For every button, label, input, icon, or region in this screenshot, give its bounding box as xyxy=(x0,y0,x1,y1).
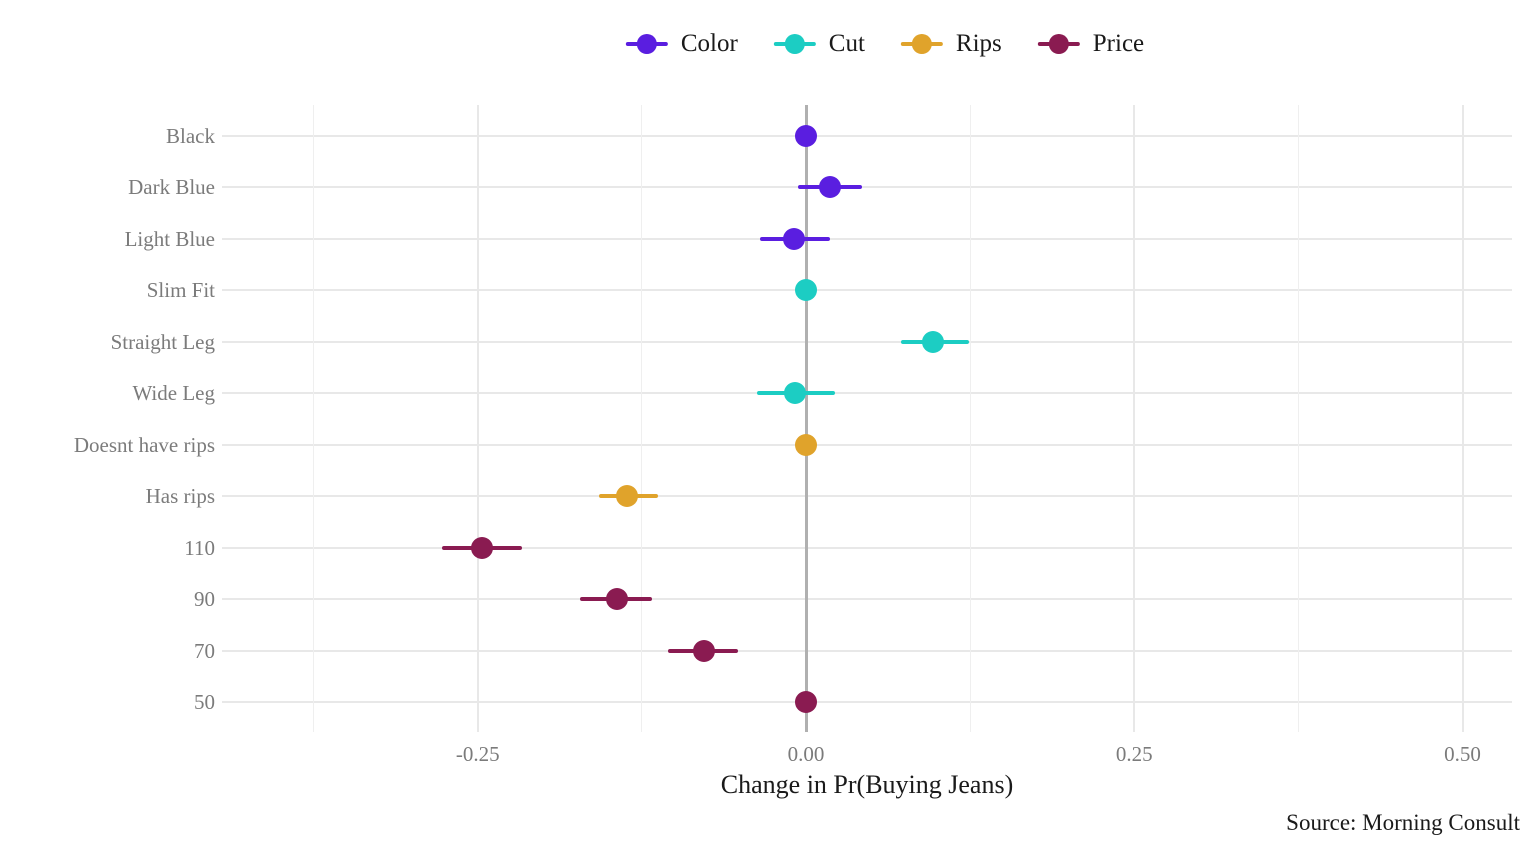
category-label: Slim Fit xyxy=(146,278,215,303)
category-label: Black xyxy=(166,124,215,148)
row-gridline xyxy=(222,237,1512,240)
legend-key-icon xyxy=(625,34,668,54)
estimate-dot xyxy=(470,536,493,559)
major-gridline xyxy=(1133,105,1136,732)
legend-label: Price xyxy=(1092,30,1145,57)
row-gridline xyxy=(222,700,1512,703)
legend-item-rips: Rips xyxy=(900,30,1002,58)
row-gridline xyxy=(222,546,1512,549)
legend-label: Rips xyxy=(955,30,1002,57)
legend-key-dot xyxy=(636,34,657,54)
minor-gridline xyxy=(313,105,315,732)
zero-line xyxy=(804,105,808,732)
legend-key-dot xyxy=(784,34,805,54)
x-axis-title: Change in Pr(Buying Jeans) xyxy=(720,770,1014,799)
minor-gridline xyxy=(1297,105,1299,732)
category-label: Doesnt have rips xyxy=(73,432,215,457)
row-gridline xyxy=(222,289,1512,292)
major-gridline xyxy=(1461,105,1464,732)
legend-label: Cut xyxy=(828,30,865,57)
estimate-dot xyxy=(616,485,639,508)
category-label: Straight Leg xyxy=(110,329,215,354)
category-label: Has rips xyxy=(145,484,215,509)
row-gridline xyxy=(222,495,1512,498)
legend-key-dot xyxy=(911,34,932,54)
estimate-dot xyxy=(605,588,628,611)
minor-gridline xyxy=(641,105,643,732)
x-tick-label: 0.00 xyxy=(787,742,825,766)
category-label: Light Blue xyxy=(124,226,215,251)
x-tick-label: 0.25 xyxy=(1115,742,1153,766)
estimate-dot xyxy=(795,690,817,713)
category-label: 50 xyxy=(194,689,215,714)
estimate-dot xyxy=(795,433,817,456)
legend-key-icon xyxy=(773,34,816,54)
category-label: 70 xyxy=(194,638,215,663)
row-gridline xyxy=(222,443,1512,446)
legend-item-cut: Cut xyxy=(773,30,865,58)
x-tick-label: 0.50 xyxy=(1444,742,1481,766)
row-gridline xyxy=(222,135,1512,137)
category-label: Wide Leg xyxy=(132,381,215,406)
estimate-dot xyxy=(783,227,806,250)
x-tick-label: -0.25 xyxy=(455,742,500,766)
category-label: 90 xyxy=(194,587,215,612)
estimate-dot xyxy=(692,639,715,662)
row-gridline xyxy=(222,649,1512,652)
chart-legend: Color Cut Rips Price xyxy=(625,30,1145,58)
estimate-dot xyxy=(795,125,817,147)
category-label: Dark Blue xyxy=(128,175,215,200)
minor-gridline xyxy=(969,105,971,732)
row-gridline xyxy=(222,392,1512,395)
estimate-dot xyxy=(784,382,807,405)
category-label: 110 xyxy=(184,535,215,560)
legend-key-icon xyxy=(900,34,943,54)
legend-key-dot xyxy=(1048,34,1069,54)
estimate-dot xyxy=(818,176,841,199)
estimate-dot xyxy=(795,279,817,302)
legend-item-color: Color xyxy=(625,30,738,58)
row-gridline xyxy=(222,340,1512,343)
row-gridline xyxy=(222,598,1512,601)
legend-label: Color xyxy=(680,30,738,57)
legend-key-icon xyxy=(1037,34,1080,54)
source-note: Source: Morning Consult xyxy=(1286,810,1520,835)
major-gridline xyxy=(476,105,479,732)
row-gridline xyxy=(222,186,1512,189)
legend-item-price: Price xyxy=(1037,30,1145,58)
estimate-dot xyxy=(922,330,945,353)
